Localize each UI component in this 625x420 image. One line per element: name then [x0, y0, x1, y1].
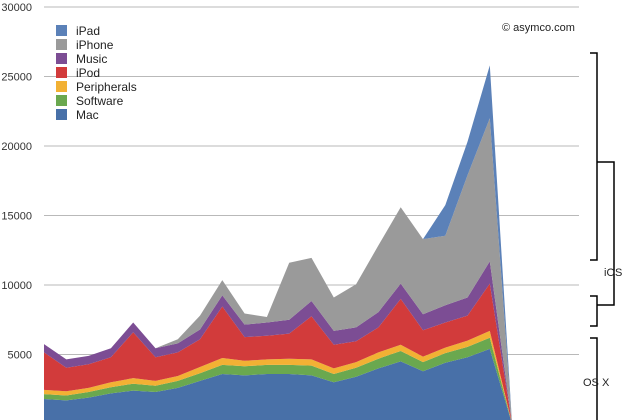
legend-swatch-mac: [56, 109, 67, 120]
legend-swatch-ipad: [56, 25, 67, 36]
legend-label-ipad: iPad: [76, 24, 100, 38]
legend-swatch-ipod: [56, 67, 67, 78]
y-tick-label: 20000: [1, 141, 32, 153]
legend-label-peripherals: Peripherals: [76, 80, 137, 94]
ios-bracket-connector: [597, 161, 615, 306]
legend-swatch-music: [56, 53, 67, 64]
osx-bracket: OS X: [583, 337, 610, 420]
ios-bracket: iOS: [590, 52, 622, 327]
legend-swatch-iphone: [56, 39, 67, 50]
y-tick-label: 5000: [8, 350, 32, 362]
ios-label: iOS: [604, 267, 622, 279]
legend-label-software: Software: [76, 94, 124, 108]
legend-label-mac: Mac: [76, 108, 99, 122]
legend-swatch-software: [56, 95, 67, 106]
ios-bracket-upper: [590, 52, 598, 261]
legend: iPadiPhoneMusiciPodPeripheralsSoftwareMa…: [56, 24, 137, 122]
area-series: [44, 65, 512, 420]
ios-bracket-lower: [590, 295, 598, 327]
area-software: [44, 337, 512, 420]
y-tick-label: 15000: [1, 211, 32, 223]
area-peripherals: [44, 330, 512, 420]
legend-label-ipod: iPod: [76, 66, 100, 80]
y-tick-label: 30000: [1, 2, 32, 14]
area-ipod: [44, 283, 512, 420]
osx-label: OS X: [583, 377, 610, 389]
area-mac: [44, 348, 511, 420]
copyright-annotation: © asymco.com: [502, 22, 575, 34]
y-axis-ticks: 5000 10000 15000 20000 25000 30000: [1, 2, 32, 362]
legend-swatch-peripherals: [56, 81, 67, 92]
osx-bracket-line: [590, 337, 598, 420]
legend-label-music: Music: [76, 52, 107, 66]
y-tick-label: 10000: [1, 280, 32, 292]
legend-label-iphone: iPhone: [76, 38, 114, 52]
y-tick-label: 25000: [1, 72, 32, 84]
area-music: [44, 261, 512, 420]
area-iphone: [44, 118, 512, 420]
